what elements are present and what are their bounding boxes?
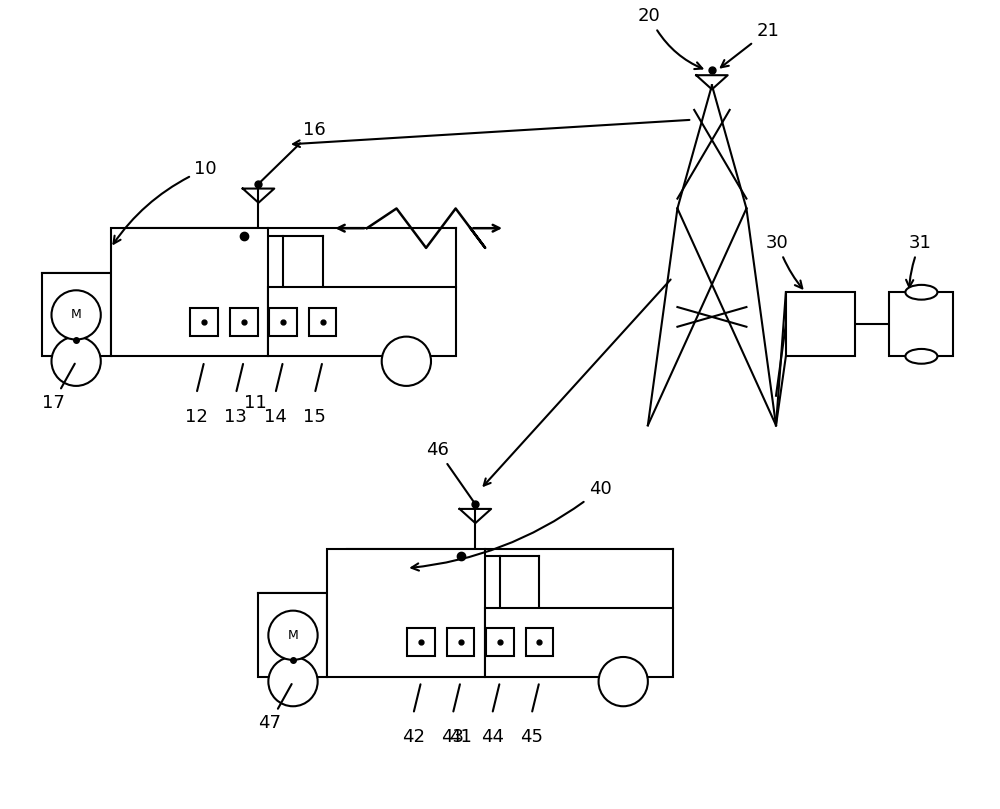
- Bar: [786, 292, 855, 356]
- Text: 30: 30: [766, 234, 802, 288]
- Text: 11: 11: [244, 364, 266, 412]
- Bar: [269, 308, 297, 336]
- Bar: [327, 549, 485, 676]
- Text: 47: 47: [258, 684, 292, 732]
- Circle shape: [382, 337, 431, 386]
- Bar: [447, 629, 474, 656]
- Text: 46: 46: [426, 441, 474, 502]
- Ellipse shape: [905, 349, 937, 364]
- Text: 10: 10: [114, 160, 217, 244]
- Bar: [190, 308, 218, 336]
- Text: 12: 12: [185, 408, 208, 426]
- Bar: [111, 228, 268, 356]
- Text: 20: 20: [638, 7, 702, 69]
- Text: 21: 21: [721, 22, 779, 67]
- Circle shape: [51, 290, 101, 340]
- Bar: [407, 629, 435, 656]
- Text: M: M: [288, 629, 298, 642]
- Text: 17: 17: [42, 364, 75, 412]
- Bar: [258, 593, 327, 676]
- Text: 15: 15: [303, 408, 326, 426]
- Text: 16: 16: [260, 121, 326, 182]
- Bar: [268, 287, 456, 356]
- Text: 41: 41: [449, 728, 472, 746]
- Ellipse shape: [905, 285, 937, 299]
- Circle shape: [51, 337, 101, 386]
- Text: 14: 14: [264, 408, 287, 426]
- Circle shape: [599, 657, 648, 706]
- Text: 31: 31: [906, 234, 932, 287]
- Text: 43: 43: [441, 728, 464, 746]
- Text: 45: 45: [520, 728, 543, 746]
- Text: 13: 13: [224, 408, 247, 426]
- Bar: [309, 308, 336, 336]
- Bar: [486, 629, 514, 656]
- Bar: [526, 629, 553, 656]
- Bar: [42, 273, 111, 356]
- Text: 40: 40: [411, 481, 611, 570]
- Text: 42: 42: [402, 728, 425, 746]
- Circle shape: [268, 657, 318, 706]
- Bar: [485, 608, 673, 676]
- Circle shape: [268, 611, 318, 660]
- Bar: [230, 308, 258, 336]
- Text: M: M: [71, 308, 82, 321]
- Bar: [889, 292, 953, 356]
- Text: 44: 44: [481, 728, 504, 746]
